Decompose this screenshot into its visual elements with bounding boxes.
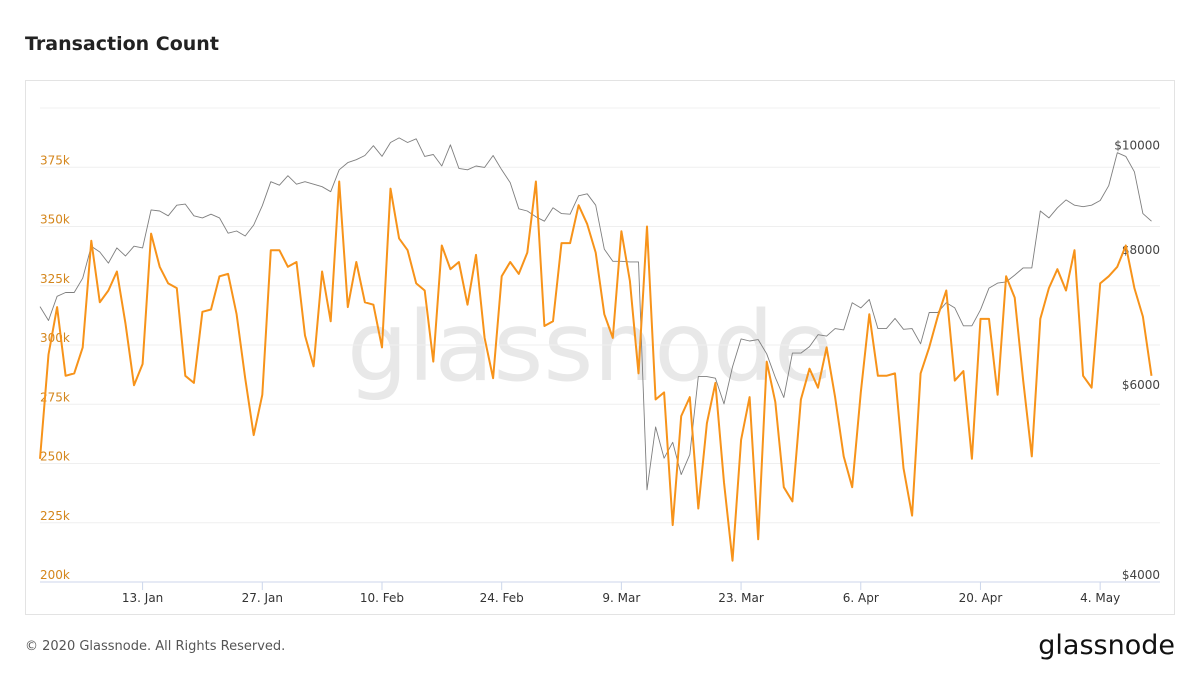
x-tick-label: 4. May [1080, 591, 1120, 605]
series-line [39, 180, 1153, 562]
y2-tick-label: $6000 [1122, 378, 1160, 392]
y-tick-label: 375k [40, 153, 70, 167]
y-tick-label: 250k [40, 450, 70, 464]
x-tick-label: 6. Apr [843, 591, 879, 605]
y2-tick-label: $4000 [1122, 568, 1160, 582]
x-tick-label: 13. Jan [122, 591, 163, 605]
watermark: glassnode [347, 291, 833, 403]
x-tick-label: 24. Feb [480, 591, 524, 605]
y-tick-label: 350k [40, 213, 70, 227]
x-tick-label: 20. Apr [959, 591, 1003, 605]
x-tick-label: 10. Feb [360, 591, 404, 605]
y-tick-label: 225k [40, 509, 70, 523]
x-tick-label: 9. Mar [602, 591, 640, 605]
y-tick-label: 300k [40, 331, 70, 345]
x-tick-label: 23. Mar [718, 591, 764, 605]
x-tick-label: 27. Jan [242, 591, 283, 605]
y2-tick-label: $8000 [1122, 243, 1160, 257]
panel [25, 80, 1175, 615]
brand: glassnode [1038, 630, 1175, 661]
series-line [39, 137, 1152, 491]
footer: © 2020 Glassnode. All Rights Reserved. [25, 639, 285, 654]
chart-title: Transaction Count [25, 33, 219, 55]
y-tick-label: 275k [40, 390, 70, 404]
y-tick-label: 325k [40, 272, 70, 286]
y-tick-label: 200k [40, 568, 70, 582]
y2-tick-label: $10000 [1114, 139, 1160, 153]
